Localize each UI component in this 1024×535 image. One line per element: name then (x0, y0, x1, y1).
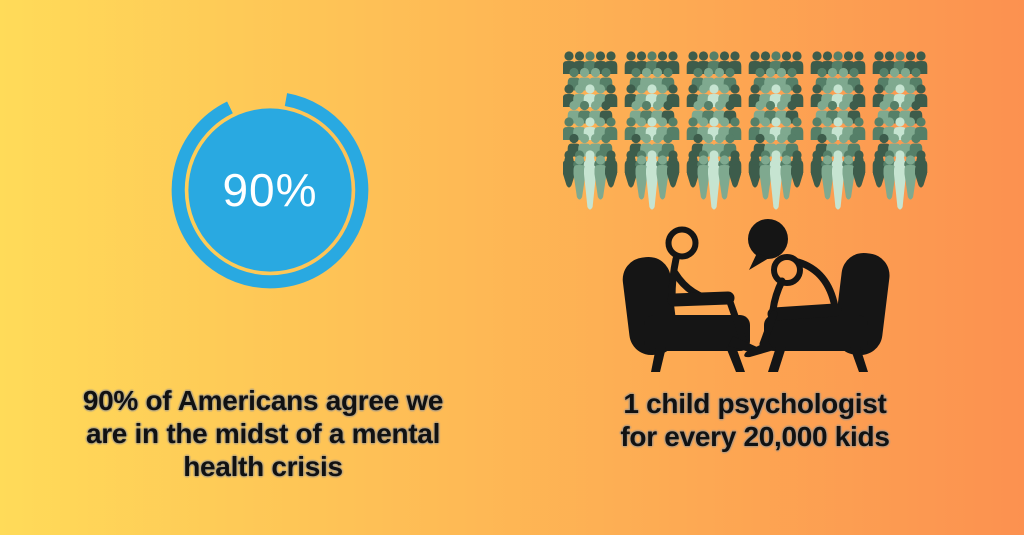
patient-back (794, 258, 839, 311)
right-stat-caption: 1 child psychologist for every 20,000 ki… (555, 387, 955, 453)
left-armchair-leg (726, 347, 745, 372)
left-caption-line-2: are in the midst of a mental (85, 418, 441, 449)
patient-figure (744, 254, 842, 358)
speech-bubble-tail (749, 253, 769, 270)
left-armchair-leg (651, 347, 666, 372)
donut-percent-label: 90% (222, 164, 318, 216)
therapy-session-drawing (622, 219, 890, 372)
patient-shin (759, 310, 778, 348)
left-armchair-seat (644, 315, 750, 351)
therapy-session-icon (616, 213, 896, 373)
psychologist-thigh (667, 291, 735, 307)
right-caption-line-2: for every 20,000 kids (620, 421, 890, 452)
left-stat-caption: 90% of Americans agree we are in the mid… (30, 384, 496, 483)
right-armchair-seat (764, 315, 868, 351)
crowd-of-kids-icon (562, 50, 935, 215)
psychologist-shin (725, 295, 747, 343)
donut-chart: 90% (168, 88, 372, 292)
patient-thigh (767, 303, 842, 321)
right-armchair-leg (768, 347, 786, 372)
patient-arm (769, 277, 786, 314)
crowd-pictograph (562, 51, 928, 210)
left-caption-line-3: health crisis (183, 451, 343, 482)
speech-bubble-icon (748, 219, 788, 270)
patient-foot (744, 341, 774, 358)
donut-ring (171, 91, 369, 289)
psychologist-head (665, 226, 699, 260)
patient-head (771, 254, 803, 286)
psychologist-figure (665, 226, 759, 353)
psychologist-foot (728, 336, 759, 353)
speech-bubble-body (748, 219, 788, 259)
armchairs (622, 252, 890, 372)
left-caption-line-1: 90% of Americans agree we (82, 385, 444, 416)
right-armchair-leg (850, 347, 868, 372)
donut-inner-circle (188, 108, 352, 272)
right-caption-line-1: 1 child psychologist (623, 388, 887, 419)
